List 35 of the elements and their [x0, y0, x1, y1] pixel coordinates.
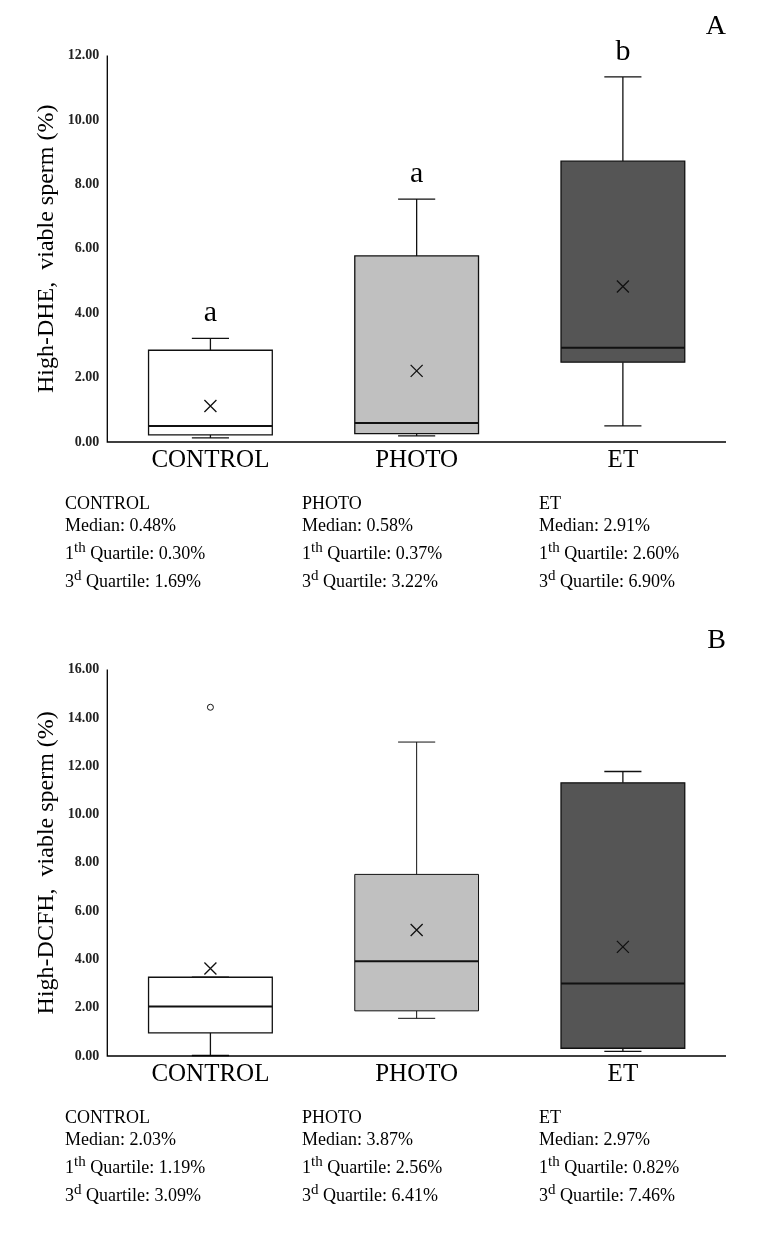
annotation: b [615, 32, 631, 66]
y-tick-label: 2.00 [74, 369, 100, 385]
y-tick-label: 6.00 [74, 902, 100, 918]
y-tick-label: 0.00 [74, 1047, 100, 1063]
x-tick-label: PHOTO [375, 1058, 459, 1086]
chart-title: A [705, 9, 727, 41]
y-tick-label: 4.00 [74, 951, 100, 967]
y-tick-label: 16.00 [67, 661, 100, 677]
text: CONTROL Median: 2.03% 1$^{th}$ Quartile: 1.19% 3$^{d}$ Quartile: 3.09% [65, 1106, 207, 1206]
x-tick-label: CONTROL [151, 1058, 270, 1086]
annotation: a [203, 294, 218, 328]
y-tick-label: 0.00 [74, 433, 100, 449]
annotation: a [409, 155, 424, 189]
y-tick-label: 12.00 [67, 757, 100, 773]
x-tick-label: ET [607, 1058, 639, 1086]
x-tick-label: CONTROL [151, 444, 270, 472]
text: ET Median: 2.97% 1$^{th}$ Quartile: 0.82% 3$^{d}$ Quartile: 7.46% [539, 1106, 681, 1206]
text: PHOTO Median: 0.58% 1$^{th}$ Quartile: 0.37% 3$^{d}$ Quartile: 3.22% [302, 492, 444, 592]
y-axis-title: High-DHE, viable sperm (%) [31, 104, 58, 394]
y-tick-label: 6.00 [74, 240, 100, 256]
y-tick-label: 10.00 [67, 111, 100, 127]
text: CONTROL Median: 0.48% 1$^{th}$ Quartile: 0.30% 3$^{d}$ Quartile: 1.69% [65, 492, 207, 592]
chart-title: B [707, 623, 726, 655]
text: ET Median: 2.91% 1$^{th}$ Quartile: 2.60% 3$^{d}$ Quartile: 6.90% [539, 492, 681, 592]
y-tick-label: 10.00 [67, 806, 100, 822]
y-tick-label: 12.00 [67, 47, 100, 63]
y-tick-label: 4.00 [74, 304, 100, 320]
x-tick-label: ET [607, 444, 639, 472]
y-tick-label: 8.00 [74, 854, 100, 870]
y-tick-label: 14.00 [67, 709, 100, 725]
y-tick-label: 2.00 [74, 999, 100, 1015]
y-tick-label: 8.00 [74, 176, 100, 192]
x-tick-label: PHOTO [375, 444, 459, 472]
text: PHOTO Median: 3.87% 1$^{th}$ Quartile: 2.56% 3$^{d}$ Quartile: 6.41% [302, 1106, 444, 1206]
y-axis-title: High-DCFH, viable sperm (%) [31, 711, 58, 1015]
